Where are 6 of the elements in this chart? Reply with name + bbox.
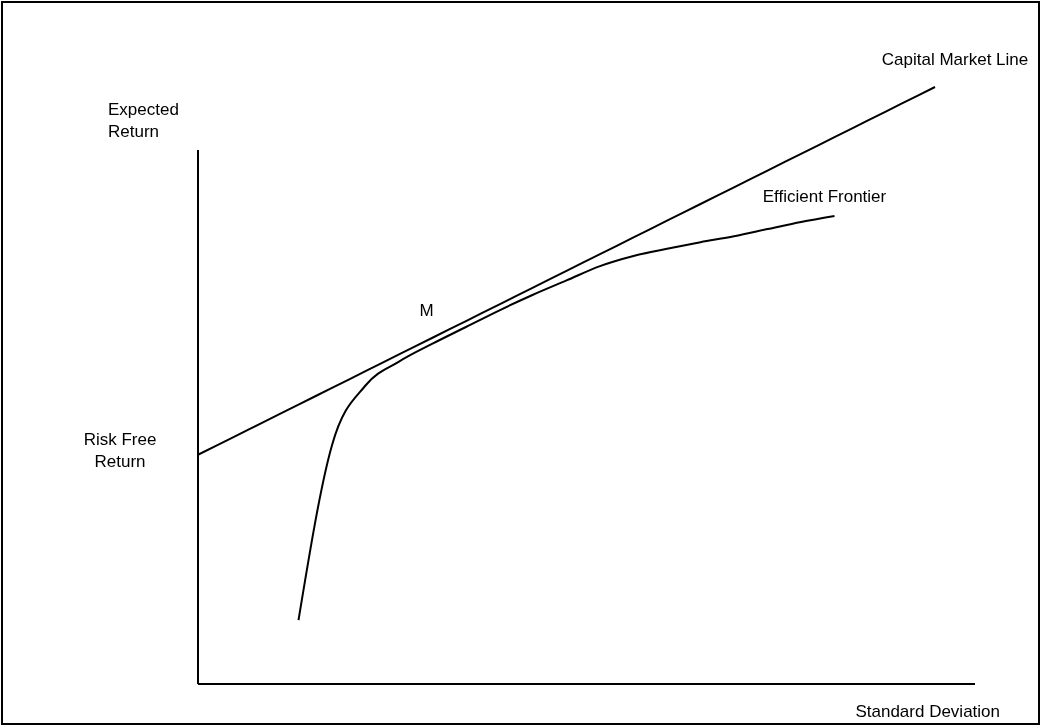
y-axis-title: Expected Return: [108, 100, 179, 141]
text: Risk Free Return: [83, 429, 157, 471]
x-axis-title: Standard Deviation: [855, 702, 1000, 721]
series-label: Efficient Frontier: [762, 186, 887, 206]
text: Capital Market Line: [881, 50, 1029, 69]
annotation: M: [419, 300, 434, 320]
